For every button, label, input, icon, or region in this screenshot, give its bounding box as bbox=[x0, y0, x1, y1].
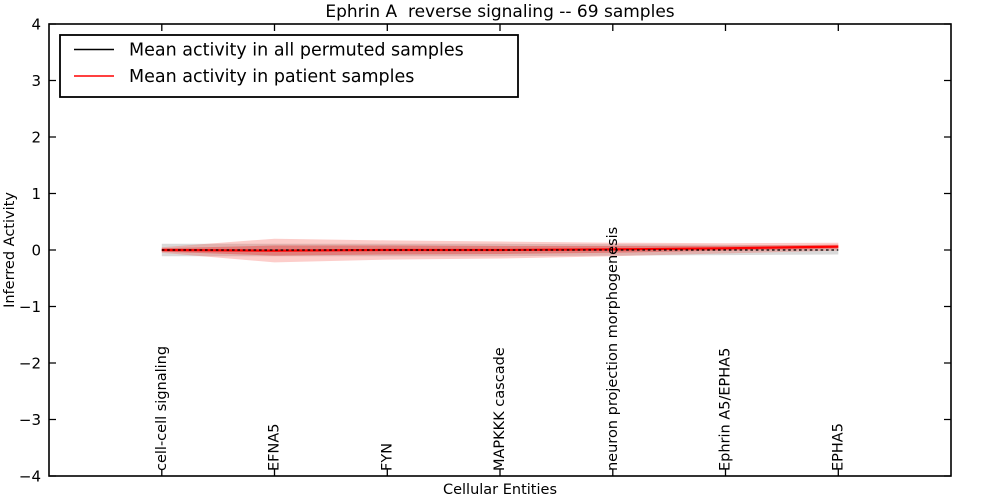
x-tick-label: EFNA5 bbox=[267, 424, 283, 472]
legend: Mean activity in all permuted samples Me… bbox=[59, 34, 519, 98]
series-line-patient bbox=[161, 245, 839, 252]
x-tick-label: neuron projection morphogenesis bbox=[605, 227, 621, 471]
x-tick-label: cell-cell signaling bbox=[154, 346, 170, 471]
y-tick-label: −2 bbox=[19, 355, 41, 373]
y-axis-label: Inferred Activity bbox=[2, 192, 18, 308]
legend-label-permuted: Mean activity in all permuted samples bbox=[129, 41, 464, 61]
y-tick-labels: 4 3 2 1 0 −1 −2 −3 −4 bbox=[19, 16, 41, 486]
y-tick-label: 4 bbox=[31, 16, 41, 34]
x-tick-labels: cell-cell signaling EFNA5 FYN MAPKKK cascad… bbox=[154, 227, 846, 472]
series-lines bbox=[161, 245, 839, 252]
legend-label-patient: Mean activity in patient samples bbox=[129, 67, 414, 87]
y-tick-label: 2 bbox=[31, 129, 41, 147]
chart-title: Ephrin A reverse signaling -- 69 samples bbox=[325, 2, 674, 22]
x-tick-label: MAPKKK cascade bbox=[492, 347, 508, 471]
x-tick-label: Ephrin A5/EPHA5 bbox=[718, 348, 734, 471]
y-tick-label: −1 bbox=[19, 298, 41, 316]
y-tick-label: −4 bbox=[19, 468, 41, 486]
y-tick-label: −3 bbox=[19, 411, 41, 429]
y-tick-label: 3 bbox=[31, 72, 41, 90]
y-tick-label: 0 bbox=[31, 242, 41, 260]
x-tick-label: FYN bbox=[379, 443, 395, 471]
axis-ticks bbox=[49, 23, 951, 477]
y-tick-label: 1 bbox=[31, 185, 41, 203]
legend-box bbox=[59, 34, 519, 98]
x-tick-label: EPHA5 bbox=[830, 423, 846, 471]
x-axis-label: Cellular Entities bbox=[443, 482, 557, 498]
